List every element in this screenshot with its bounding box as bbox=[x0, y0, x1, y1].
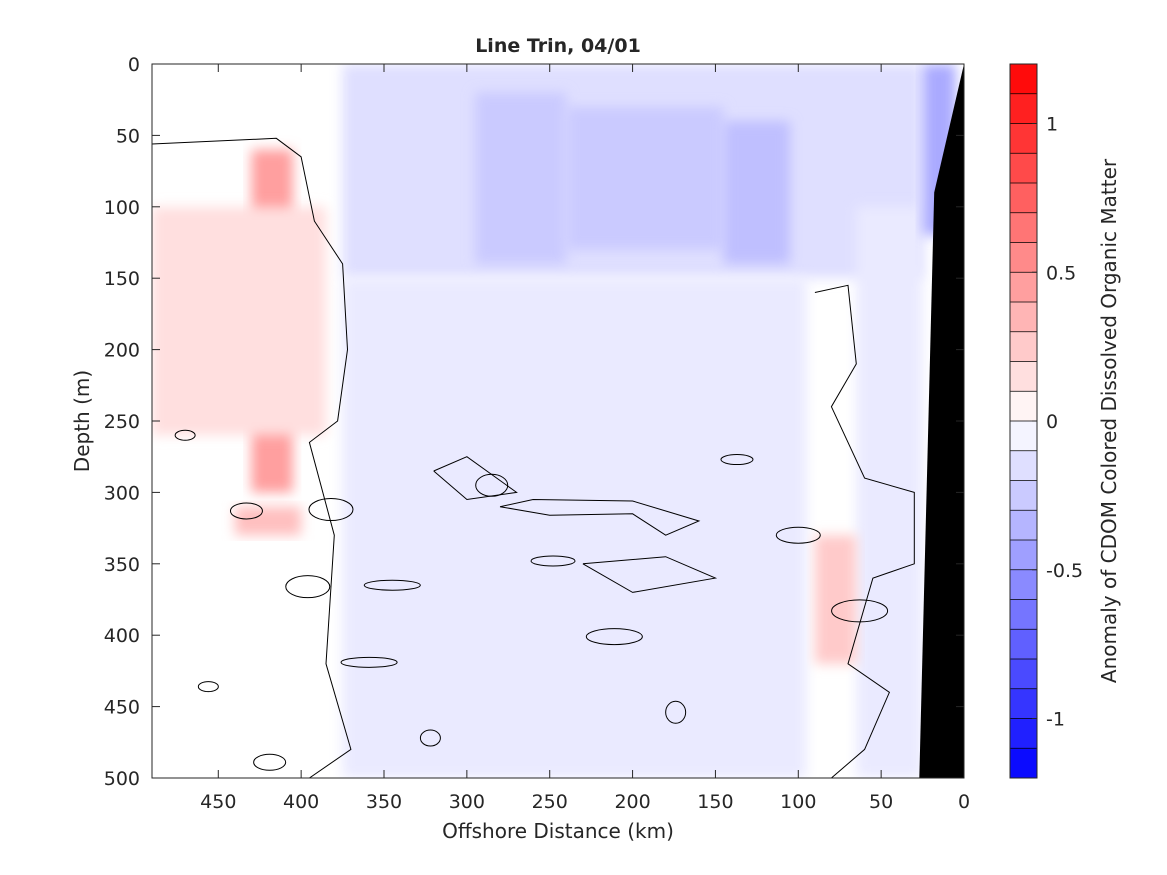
colorbar-step-16 bbox=[1010, 540, 1037, 571]
x-tick-label-7: 100 bbox=[780, 791, 816, 813]
x-tick-label-2: 350 bbox=[366, 791, 402, 813]
chart-title: Line Trin, 04/01 bbox=[475, 35, 641, 57]
contour-loop-6 bbox=[530, 555, 576, 567]
y-tick-label-4: 200 bbox=[104, 340, 140, 362]
x-axis: 450 400 350 300 250 200 150 100 50 0 bbox=[200, 64, 970, 813]
colorbar-step-11 bbox=[1010, 391, 1037, 422]
y-tick-label-7: 350 bbox=[104, 554, 140, 576]
colorbar-step-1 bbox=[1010, 93, 1037, 124]
colorbar-step-13 bbox=[1010, 450, 1037, 481]
x-tick-label-6: 150 bbox=[697, 791, 733, 813]
field-region-8 bbox=[152, 206, 326, 436]
x-tick-label-0: 450 bbox=[200, 791, 236, 813]
colorbar-ticks: 1 0.5 0 -0.5 -1 bbox=[1032, 114, 1083, 731]
field-region-1 bbox=[475, 92, 567, 264]
x-tick-label-5: 200 bbox=[614, 791, 650, 813]
colorbar-label: Anomaly of CDOM Colored Dissolved Organi… bbox=[1097, 158, 1121, 683]
colorbar-tick-label-0: 1 bbox=[1046, 114, 1058, 136]
y-tick-label-0: 0 bbox=[128, 54, 140, 76]
x-tick-label-1: 400 bbox=[283, 791, 319, 813]
colorbar-tick-label-4: -1 bbox=[1046, 709, 1065, 731]
contour-loop-9 bbox=[720, 454, 754, 466]
seafloor-topography bbox=[919, 64, 964, 778]
colorbar-step-10 bbox=[1010, 361, 1037, 392]
colorbar-step-20 bbox=[1010, 659, 1037, 690]
contour-line-0 bbox=[152, 137, 352, 778]
contour-loop-8 bbox=[665, 700, 687, 724]
contour-loop-14 bbox=[308, 498, 354, 522]
contour-loop-10 bbox=[775, 526, 821, 544]
colorbar-step-3 bbox=[1010, 153, 1037, 184]
field-region-10 bbox=[234, 506, 302, 536]
field-region-4 bbox=[342, 278, 807, 778]
x-tick-label-8: 50 bbox=[869, 791, 893, 813]
colorbar-step-12 bbox=[1010, 421, 1037, 452]
contour-line-1 bbox=[814, 284, 915, 778]
contour-loop-15 bbox=[363, 579, 421, 591]
colorbar bbox=[1010, 64, 1037, 779]
y-tick-label-5: 250 bbox=[104, 411, 140, 433]
y-tick-label-10: 500 bbox=[104, 768, 140, 790]
field-region-9 bbox=[814, 535, 857, 664]
contour-loop-3 bbox=[340, 656, 398, 668]
contour-loop-2 bbox=[285, 575, 331, 599]
y-axis-label: Depth (m) bbox=[70, 370, 94, 472]
colorbar-step-5 bbox=[1010, 212, 1037, 243]
colorbar-step-2 bbox=[1010, 123, 1037, 154]
x-axis-label: Offshore Distance (km) bbox=[442, 819, 674, 843]
contour-loop-0 bbox=[174, 429, 196, 441]
colorbar-step-19 bbox=[1010, 629, 1037, 660]
colorbar-step-18 bbox=[1010, 599, 1037, 630]
colorbar-step-15 bbox=[1010, 510, 1037, 541]
x-tick-label-4: 250 bbox=[532, 791, 568, 813]
contour-loop-1 bbox=[229, 502, 263, 520]
contour-loop-13 bbox=[253, 753, 287, 771]
y-tick-label-1: 50 bbox=[116, 125, 140, 147]
colorbar-step-7 bbox=[1010, 272, 1037, 303]
zero-contour-lines bbox=[152, 137, 915, 778]
colorbar-tick-label-2: 0 bbox=[1046, 411, 1058, 433]
field-region-2 bbox=[566, 106, 724, 250]
x-tick-label-9: 0 bbox=[958, 791, 970, 813]
y-tick-label-8: 400 bbox=[104, 625, 140, 647]
contour-loop-7 bbox=[585, 628, 643, 646]
field-region-3 bbox=[723, 121, 790, 264]
contour-loop-5 bbox=[475, 473, 509, 497]
colorbar-step-6 bbox=[1010, 242, 1037, 273]
colorbar-step-0 bbox=[1010, 64, 1037, 95]
contour-loop-12 bbox=[197, 681, 219, 693]
y-tick-label-3: 150 bbox=[104, 268, 140, 290]
colorbar-step-22 bbox=[1010, 718, 1037, 749]
colorbar-step-21 bbox=[1010, 688, 1037, 719]
contour-line-2 bbox=[499, 498, 701, 536]
colorbar-tick-label-1: 0.5 bbox=[1046, 262, 1076, 284]
y-tick-label-6: 300 bbox=[104, 482, 140, 504]
colorbar-step-4 bbox=[1010, 183, 1037, 214]
contour-loop-4 bbox=[419, 729, 441, 747]
contour-line-4 bbox=[433, 456, 518, 501]
y-axis: 0 50 100 150 200 250 300 350 400 450 500 bbox=[104, 54, 964, 790]
x-tick-label-3: 300 bbox=[449, 791, 485, 813]
contour-loop-11 bbox=[831, 599, 889, 623]
colorbar-step-23 bbox=[1010, 748, 1037, 779]
field-region-5 bbox=[856, 206, 923, 778]
colorbar-step-17 bbox=[1010, 569, 1037, 600]
colorbar-step-9 bbox=[1010, 331, 1037, 362]
colorbar-tick-label-3: -0.5 bbox=[1046, 560, 1083, 582]
colorbar-step-8 bbox=[1010, 302, 1037, 333]
y-tick-label-9: 450 bbox=[104, 697, 140, 719]
colorbar-step-14 bbox=[1010, 480, 1037, 511]
y-tick-label-2: 100 bbox=[104, 197, 140, 219]
contour-line-3 bbox=[582, 556, 718, 593]
